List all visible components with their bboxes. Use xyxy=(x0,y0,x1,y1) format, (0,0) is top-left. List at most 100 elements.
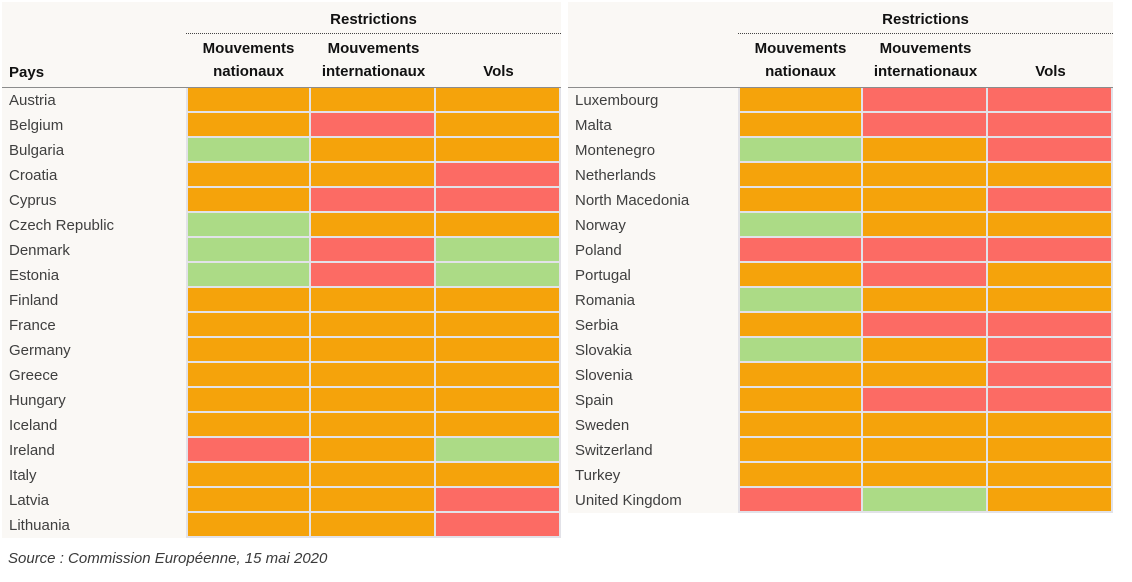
table-row: Ireland xyxy=(2,438,561,463)
restriction-cell-orange xyxy=(186,513,311,538)
country-label: Croatia xyxy=(9,167,58,184)
country-label: Ireland xyxy=(9,442,55,459)
restriction-cell-red xyxy=(311,188,436,213)
restriction-cell-orange xyxy=(186,88,311,113)
country-label: Poland xyxy=(575,242,622,259)
restriction-cell-orange xyxy=(186,363,311,388)
restriction-cell-orange xyxy=(186,288,311,313)
restriction-cell-orange xyxy=(988,413,1113,438)
restriction-cell-orange xyxy=(186,463,311,488)
table-row: Germany xyxy=(2,338,561,363)
restriction-cell-orange xyxy=(311,463,436,488)
column-headers: Mouvements nationaux Mouvements internat… xyxy=(738,34,1113,87)
country-label: Belgium xyxy=(9,117,64,134)
table-row: Croatia xyxy=(2,163,561,188)
restriction-cell-red xyxy=(988,363,1113,388)
restriction-cell-orange xyxy=(436,213,561,238)
restriction-cell-orange xyxy=(863,363,988,388)
restriction-cell-orange xyxy=(436,313,561,338)
restriction-cell-red xyxy=(436,163,561,188)
restriction-cell-orange xyxy=(863,138,988,163)
restriction-cell-orange xyxy=(863,288,988,313)
restriction-cell-orange xyxy=(311,288,436,313)
country-label: Portugal xyxy=(575,267,631,284)
table-row: Denmark xyxy=(2,238,561,263)
country-label: Luxembourg xyxy=(575,92,659,109)
country-label: Greece xyxy=(9,367,59,384)
country-label: Malta xyxy=(575,117,612,134)
restriction-cell-orange xyxy=(738,313,863,338)
restriction-cell-orange xyxy=(863,413,988,438)
table-row: Portugal xyxy=(568,263,1113,288)
restriction-cell-orange xyxy=(863,213,988,238)
table-row: Lithuania xyxy=(2,513,561,538)
restriction-cell-red xyxy=(436,188,561,213)
restriction-cell-orange xyxy=(311,438,436,463)
restriction-cell-orange xyxy=(186,113,311,138)
table-row: Austria xyxy=(2,88,561,113)
restriction-cell-red xyxy=(988,313,1113,338)
country-label: Austria xyxy=(9,92,56,109)
restriction-cell-red xyxy=(436,513,561,538)
country-label: Hungary xyxy=(9,392,66,409)
restriction-cell-orange xyxy=(863,438,988,463)
restriction-cell-red xyxy=(988,113,1113,138)
restriction-cell-orange xyxy=(863,463,988,488)
column-header-mouvements-nationaux: Mouvements nationaux xyxy=(754,40,847,80)
table-header: Restrictions Mouvements nationaux Mouvem… xyxy=(568,2,1113,88)
country-label: Switzerland xyxy=(575,442,653,459)
pays-label: Pays xyxy=(9,64,45,81)
restriction-cell-orange xyxy=(863,338,988,363)
restriction-cell-orange xyxy=(738,113,863,138)
table-row: Malta xyxy=(568,113,1113,138)
restriction-cell-red xyxy=(988,188,1113,213)
column-header-vols: Vols xyxy=(483,63,514,80)
columns-header: Restrictions Mouvements nationaux Mouvem… xyxy=(738,2,1113,87)
column-header-vols: Vols xyxy=(1035,63,1066,80)
restriction-cell-orange xyxy=(738,88,863,113)
table-row: Belgium xyxy=(2,113,561,138)
country-label: Latvia xyxy=(9,492,50,509)
country-label: Slovenia xyxy=(575,367,633,384)
restriction-cell-orange xyxy=(311,513,436,538)
table-row: Spain xyxy=(568,388,1113,413)
pays-header: Pays xyxy=(2,2,186,87)
restriction-cell-orange xyxy=(988,463,1113,488)
restriction-cell-red xyxy=(988,138,1113,163)
columns-header: Restrictions Mouvements nationaux Mouvem… xyxy=(186,2,561,87)
restriction-cell-orange xyxy=(988,288,1113,313)
restriction-cell-green xyxy=(436,238,561,263)
restriction-cell-orange xyxy=(738,438,863,463)
restriction-cell-orange xyxy=(436,88,561,113)
table-row: Switzerland xyxy=(568,438,1113,463)
table-row: Hungary xyxy=(2,388,561,413)
restriction-cell-red xyxy=(738,238,863,263)
restriction-cell-orange xyxy=(738,413,863,438)
restriction-cell-red xyxy=(863,238,988,263)
country-label: Turkey xyxy=(575,467,621,484)
table-row: Greece xyxy=(2,363,561,388)
restriction-cell-orange xyxy=(436,463,561,488)
restriction-cell-red xyxy=(988,388,1113,413)
country-label: Sweden xyxy=(575,417,630,434)
restriction-cell-red xyxy=(311,238,436,263)
restriction-cell-orange xyxy=(738,263,863,288)
table-row: Slovakia xyxy=(568,338,1113,363)
country-label: United Kingdom xyxy=(575,492,682,509)
table-row: Latvia xyxy=(2,488,561,513)
tables-row: Pays Restrictions Mouvements nationaux M… xyxy=(2,2,1113,538)
column-header-mouvements-internationaux: Mouvements internationaux xyxy=(873,40,978,80)
restriction-cell-green xyxy=(436,438,561,463)
country-label: North Macedonia xyxy=(575,192,690,209)
table-row: Romania xyxy=(568,288,1113,313)
source-note: Source : Commission Européenne, 15 mai 2… xyxy=(8,550,328,567)
restriction-cell-orange xyxy=(311,213,436,238)
restriction-cell-red xyxy=(988,338,1113,363)
restriction-cell-orange xyxy=(186,388,311,413)
restriction-cell-orange xyxy=(988,213,1113,238)
table-header: Pays Restrictions Mouvements nationaux M… xyxy=(2,2,561,88)
restriction-cell-orange xyxy=(311,388,436,413)
restriction-cell-orange xyxy=(311,363,436,388)
country-label: Lithuania xyxy=(9,517,70,534)
